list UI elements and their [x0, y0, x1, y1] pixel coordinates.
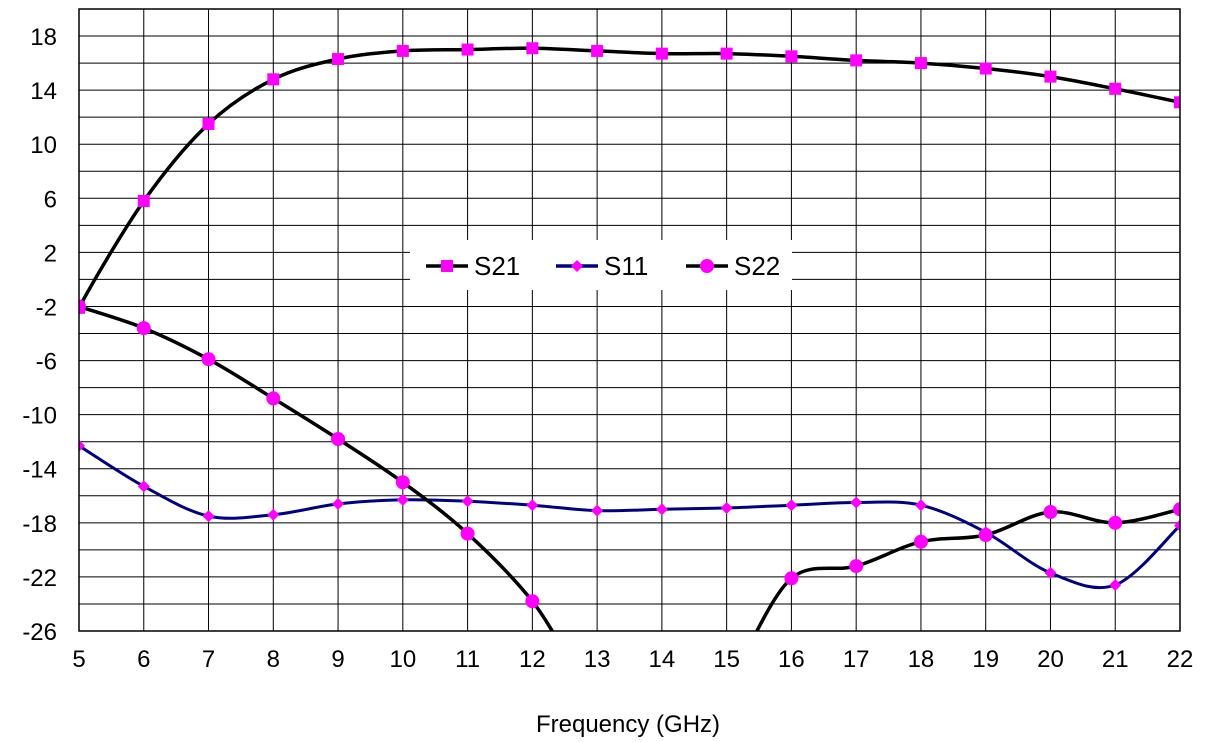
x-tick-label: 10 [389, 646, 416, 673]
data-point-s21 [850, 54, 862, 66]
y-tick-label: -18 [22, 511, 57, 538]
x-tick-label: 13 [584, 646, 611, 673]
y-tick-label: 2 [44, 240, 57, 267]
data-point-s21 [1109, 83, 1121, 95]
x-tick-label: 19 [972, 646, 999, 673]
data-point-s21 [203, 118, 215, 130]
data-point-s22 [784, 571, 798, 585]
x-tick-label: 5 [72, 646, 85, 673]
data-point-s22 [914, 535, 928, 549]
x-tick-label: 20 [1037, 646, 1064, 673]
data-point-s21 [1044, 71, 1056, 83]
x-tick-labels: 5 6 7 8 9 10 11 12 13 14 15 16 17 18 19 20 21 22 [72, 646, 1193, 673]
data-point-s21 [397, 45, 409, 57]
legend-label-s22: S22 [734, 251, 780, 281]
data-point-s21 [785, 50, 797, 62]
x-tick-label: 12 [519, 646, 546, 673]
data-point-s21 [267, 73, 279, 85]
x-tick-label: 9 [331, 646, 344, 673]
x-tick-label: 22 [1167, 646, 1194, 673]
x-tick-label: 8 [267, 646, 280, 673]
x-tick-label: 6 [137, 646, 150, 673]
data-point-s22 [396, 475, 410, 489]
data-point-s22 [1043, 505, 1057, 519]
x-tick-label: 18 [908, 646, 935, 673]
legend-label-s21: S21 [474, 251, 520, 281]
x-tick-label: 14 [649, 646, 676, 673]
data-point-s21 [915, 57, 927, 69]
data-point-s22 [979, 528, 993, 542]
y-tick-label: 10 [30, 132, 57, 159]
x-tick-label: 17 [843, 646, 870, 673]
data-point-s21 [656, 48, 668, 60]
x-tick-label: 21 [1102, 646, 1129, 673]
data-point-s22 [461, 527, 475, 541]
data-point-s22 [202, 352, 216, 366]
legend-label-s11: S11 [604, 251, 648, 281]
data-point-s22 [137, 321, 151, 335]
y-tick-label: -2 [36, 294, 57, 321]
y-tick-label: -6 [36, 349, 57, 376]
data-point-s21 [332, 53, 344, 65]
y-tick-label: 14 [30, 78, 57, 105]
data-point-s22 [849, 559, 863, 573]
data-point-s21 [980, 62, 992, 74]
data-point-s21 [526, 42, 538, 54]
y-tick-label: -14 [22, 457, 57, 484]
y-tick-label: -22 [22, 565, 57, 592]
data-point-s22 [266, 391, 280, 405]
x-tick-label: 16 [778, 646, 805, 673]
plot-area [79, 9, 1180, 631]
y-tick-label: -10 [22, 403, 57, 430]
data-point-s21 [138, 195, 150, 207]
legend: S21 S11 S22 [410, 240, 792, 290]
x-tick-label: 11 [455, 646, 480, 673]
x-axis-title: Frequency (GHz) [536, 711, 720, 738]
data-point-s22 [1108, 516, 1122, 530]
x-tick-label: 15 [713, 646, 740, 673]
data-point-s22 [525, 594, 539, 608]
y-tick-label: -26 [22, 619, 57, 646]
data-point-s22 [331, 432, 345, 446]
legend-marker-s21 [441, 260, 453, 272]
legend-marker-s22 [700, 259, 714, 273]
y-tick-label: 6 [44, 186, 57, 213]
data-point-s21 [591, 45, 603, 57]
y-tick-labels: 18 14 10 6 2 -2 -6 -10 -14 -18 -22 -26 [22, 24, 57, 646]
y-tick-label: 18 [30, 24, 57, 51]
data-point-s21 [462, 44, 474, 56]
data-point-s21 [721, 48, 733, 60]
x-tick-label: 7 [202, 646, 215, 673]
